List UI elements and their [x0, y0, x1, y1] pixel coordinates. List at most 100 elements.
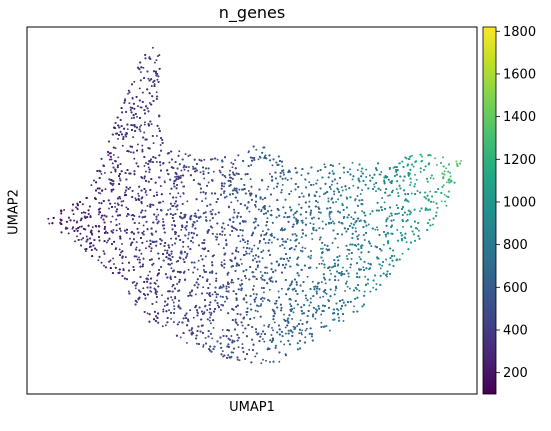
scatter-point	[120, 170, 123, 173]
scatter-point	[205, 167, 207, 170]
scatter-point	[115, 218, 118, 221]
scatter-point	[172, 196, 175, 199]
scatter-point	[221, 350, 224, 353]
scatter-point	[231, 252, 234, 255]
scatter-point	[254, 309, 257, 312]
scatter-point	[211, 158, 214, 161]
scatter-point	[220, 353, 223, 356]
scatter-point	[172, 220, 175, 222]
scatter-point	[124, 256, 127, 259]
scatter-point	[109, 155, 112, 158]
scatter-point	[196, 278, 199, 281]
scatter-point	[141, 100, 144, 103]
scatter-point	[76, 207, 79, 210]
scatter-point	[149, 239, 152, 242]
scatter-point	[198, 158, 201, 161]
scatter-point	[71, 227, 74, 230]
scatter-point	[236, 339, 239, 342]
scatter-point	[216, 340, 219, 343]
scatter-point	[227, 312, 230, 315]
scatter-point	[192, 271, 195, 274]
scatter-point	[80, 217, 83, 220]
scatter-point	[122, 138, 125, 141]
scatter-point	[223, 234, 226, 236]
scatter-point	[226, 356, 228, 359]
scatter-point	[175, 196, 178, 199]
scatter-point	[205, 216, 207, 219]
scatter-point	[84, 228, 87, 231]
scatter-point	[131, 218, 134, 221]
scatter-point	[119, 235, 122, 238]
scatter-point	[179, 271, 182, 274]
scatter-point	[209, 307, 212, 310]
scatter-point	[243, 298, 246, 301]
scatter-point	[120, 107, 123, 110]
scatter-point	[179, 216, 182, 219]
scatter-point	[144, 57, 147, 60]
scatter-point	[170, 237, 173, 240]
scatter-point	[181, 226, 184, 228]
scatter-point	[128, 269, 130, 272]
scatter-point	[186, 200, 189, 203]
scatter-point	[120, 133, 123, 136]
scatter-point	[133, 255, 136, 258]
scatter-point	[219, 233, 221, 236]
scatter-point	[226, 329, 229, 332]
scatter-point	[212, 319, 215, 322]
scatter-point	[230, 281, 233, 284]
scatter-point	[120, 204, 123, 207]
scatter-point	[202, 286, 205, 289]
scatter-point	[190, 294, 193, 297]
scatter-point	[259, 335, 262, 338]
scatter-point	[220, 187, 223, 190]
scatter-point	[142, 230, 145, 233]
scatter-point	[189, 215, 192, 218]
scatter-point	[118, 222, 121, 225]
scatter-point	[174, 295, 177, 298]
scatter-point	[174, 287, 176, 290]
scatter-point	[146, 107, 149, 110]
scatter-point	[201, 200, 204, 203]
scatter-point	[136, 301, 138, 304]
scatter-point	[252, 288, 254, 291]
scatter-point	[103, 221, 106, 224]
scatter-point	[134, 197, 137, 200]
scatter-point	[166, 304, 169, 307]
scatter-point	[196, 286, 199, 289]
scatter-point	[182, 258, 185, 261]
scatter-point	[155, 91, 158, 94]
scatter-point	[221, 233, 224, 236]
scatter-point	[110, 188, 113, 191]
scatter-point	[162, 253, 165, 256]
scatter-point	[210, 178, 213, 181]
scatter-point	[158, 127, 161, 130]
scatter-point	[272, 329, 274, 332]
scatter-point	[155, 301, 158, 304]
scatter-point	[127, 150, 130, 153]
scatter-point	[149, 120, 152, 123]
scatter-point	[201, 331, 204, 334]
scatter-point	[103, 231, 106, 234]
scatter-point	[168, 161, 171, 164]
scatter-point	[195, 337, 197, 340]
scatter-point	[251, 248, 254, 251]
scatter-point	[131, 96, 134, 99]
scatter-point	[100, 261, 103, 264]
scatter-point	[82, 237, 85, 240]
scatter-point	[235, 172, 238, 175]
scatter-point	[123, 127, 126, 130]
scatter-point	[73, 219, 76, 222]
scatter-point	[219, 336, 222, 339]
scatter-point	[135, 162, 138, 165]
scatter-point	[102, 250, 105, 253]
scatter-point	[220, 346, 223, 349]
scatter-point	[173, 202, 176, 205]
scatter-point	[189, 309, 192, 312]
scatter-point	[114, 170, 117, 173]
scatter-point	[98, 177, 101, 179]
scatter-point	[272, 318, 275, 321]
scatter-point	[145, 189, 147, 192]
scatter-point	[163, 180, 166, 183]
scatter-point	[254, 204, 257, 206]
scatter-point	[106, 231, 109, 234]
